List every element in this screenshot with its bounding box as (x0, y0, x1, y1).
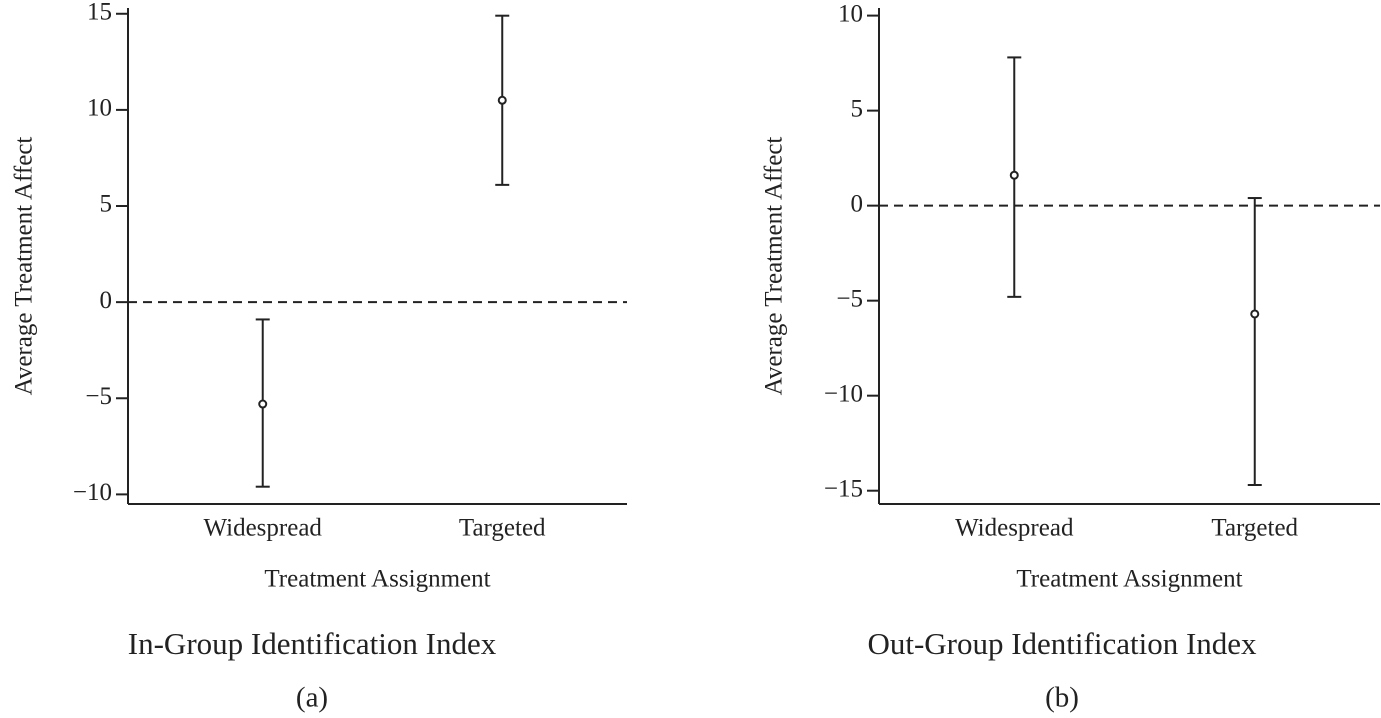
y-tick-label: −5 (85, 383, 112, 410)
point (497, 95, 507, 105)
y-tick-label: −10 (73, 479, 112, 506)
x-tick-label: Targeted (1211, 515, 1298, 542)
y-tick-label: 0 (851, 190, 864, 217)
x-tick-label: Widespread (204, 515, 323, 542)
y-tick-label: −5 (836, 285, 863, 312)
y-axis-label: Average Treatment Affect (11, 137, 38, 396)
y-tick-label: 15 (87, 0, 112, 26)
point (1250, 309, 1260, 319)
chart-title: Out-Group Identification Index (867, 626, 1257, 661)
x-axis-label: Treatment Assignment (1016, 566, 1242, 593)
x-tick-label: Widespread (955, 515, 1074, 542)
y-tick-label: −10 (824, 380, 863, 407)
x-tick-label: Targeted (459, 515, 546, 542)
y-tick-label: 0 (100, 287, 113, 314)
chart-subtitle: (b) (1045, 682, 1079, 714)
y-tick-label: 10 (87, 95, 112, 122)
x-axis-label: Treatment Assignment (264, 566, 490, 593)
y-axis-label: Average Treatment Affect (761, 137, 788, 396)
y-tick-label: 5 (100, 191, 113, 218)
chart-subtitle: (a) (296, 682, 328, 714)
y-tick-label: 5 (851, 95, 864, 122)
y-tick-label: −15 (824, 475, 863, 502)
chart-title: In-Group Identification Index (128, 626, 497, 661)
y-tick-label: 10 (838, 0, 863, 27)
point (258, 399, 268, 409)
point (1009, 170, 1019, 180)
